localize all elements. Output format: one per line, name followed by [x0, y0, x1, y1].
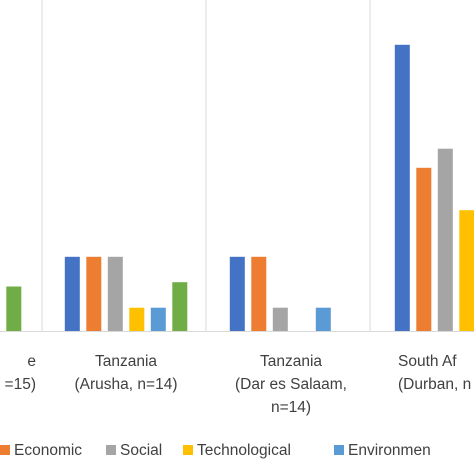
legend-swatch-2 — [106, 445, 116, 455]
category-label-2-line-2: (Arusha, n=14) — [75, 376, 178, 393]
legend: Economic Social Technological Environmen — [0, 442, 431, 459]
group-dividers — [41, 0, 371, 331]
category-label-3-line-2: (Dar es Salaam, — [235, 376, 347, 393]
bar-series2-group2 — [86, 256, 102, 331]
bar-series3-group2 — [107, 256, 123, 331]
bar-series6-group2 — [172, 282, 188, 331]
bar-series3-group4 — [437, 148, 453, 331]
category-label-2-line-1: Tanzania — [95, 353, 157, 370]
legend-swatch-1 — [0, 445, 10, 455]
bar-series5-group3 — [315, 307, 331, 331]
category-label-1-line-2: =15) — [5, 376, 36, 393]
bar-series6-group1 — [6, 286, 22, 331]
category-label-1-line-1: e — [27, 353, 36, 370]
category-labels: e =15) Tanzania (Arusha, n=14) Tanzania (Dar … — [5, 353, 472, 416]
bar-series1-group4 — [394, 44, 410, 332]
category-label-4-line-1: South Af — [398, 353, 457, 370]
bar-series4-group2 — [129, 307, 145, 331]
legend-label-3: Technological — [197, 442, 291, 459]
legend-swatch-3 — [183, 445, 193, 455]
category-label-4-line-2: (Durban, n — [398, 376, 471, 393]
legend-label-1: Economic — [14, 442, 82, 459]
legend-swatch-4 — [334, 445, 344, 455]
legend-label-4: Environmen — [348, 442, 431, 459]
category-label-3-line-1: Tanzania — [260, 353, 322, 370]
category-label-3-line-3: n=14) — [271, 399, 311, 416]
bar-series1-group2 — [64, 256, 80, 331]
bar-series3-group3 — [272, 307, 288, 331]
bar-series1-group3 — [229, 256, 245, 331]
bar-series2-group3 — [251, 256, 267, 331]
legend-label-2: Social — [120, 442, 162, 459]
bar-series4-group4 — [459, 210, 474, 331]
bars — [6, 44, 474, 332]
bar-series5-group2 — [150, 307, 166, 331]
bar-series2-group4 — [416, 167, 432, 331]
